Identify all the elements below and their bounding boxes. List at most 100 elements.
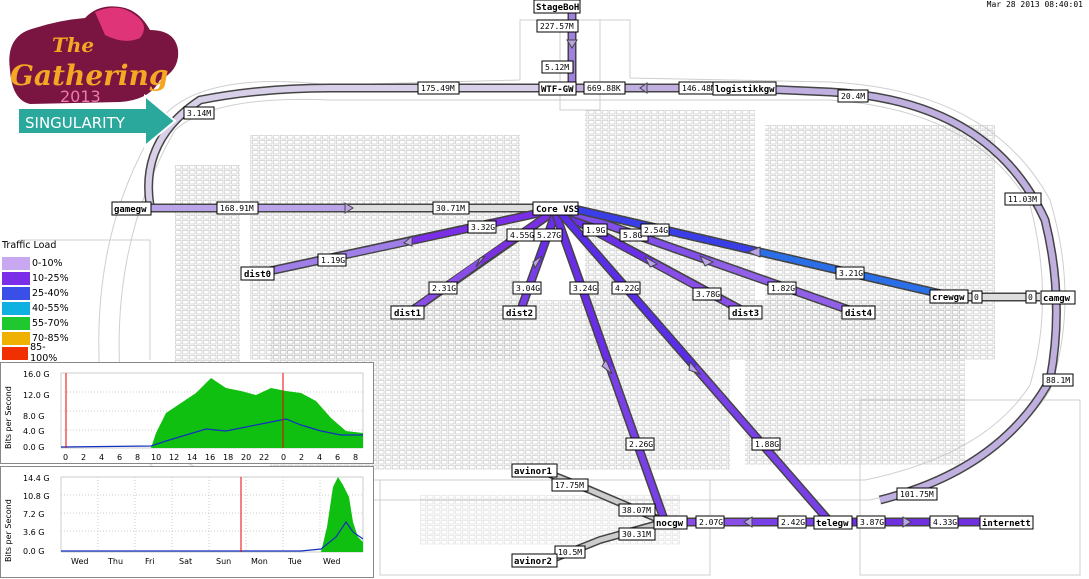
svg-text:3.21G: 3.21G (839, 269, 863, 278)
svg-text:2.42G: 2.42G (781, 518, 805, 527)
svg-text:dist3: dist3 (732, 308, 759, 319)
x-tick: Tue (287, 557, 302, 566)
legend-item: 40-55% (2, 301, 69, 315)
node-logistikkgw[interactable]: logistikkgw (712, 81, 777, 96)
svg-text:5.12M: 5.12M (545, 63, 569, 72)
link-label: 0 (971, 290, 983, 304)
link-label: 4.22G (611, 281, 641, 295)
x-tick: Fri (145, 557, 155, 566)
y-tick-labels: 16.0 G 12.0 G 8.0 G 4.0 G 0.0 G (23, 370, 50, 452)
x-tick: 12 (169, 453, 179, 462)
legend-swatch (2, 331, 30, 345)
svg-text:dist0: dist0 (244, 269, 271, 280)
link-label: 3.78G (692, 287, 722, 301)
link-label: 227.57M (536, 19, 579, 33)
svg-text:146.48M: 146.48M (682, 84, 716, 93)
link-label: 2.26G (625, 437, 655, 451)
x-tick: 14 (187, 453, 197, 462)
svg-text:4.55G: 4.55G (510, 231, 534, 240)
svg-text:1.19G: 1.19G (321, 256, 345, 265)
svg-text:5.27G: 5.27G (537, 231, 561, 240)
legend-swatch (2, 346, 29, 360)
node-camgw[interactable]: camgw (1040, 290, 1076, 305)
svg-text:3.24G: 3.24G (573, 284, 597, 293)
node-avinor1[interactable]: avinor1 (511, 463, 558, 478)
link-label: 4.33G (929, 515, 959, 529)
daily-out-line (60, 418, 363, 448)
svg-text:4.22G: 4.22G (615, 284, 639, 293)
node-wtfgw[interactable]: WTF-GW (538, 81, 577, 96)
svg-text:dist1: dist1 (394, 308, 421, 319)
link-label: 3.21G (835, 266, 865, 280)
y-tick: 4.0 G (23, 427, 44, 436)
legend-swatch (2, 256, 30, 270)
svg-text:crewgw: crewgw (932, 293, 965, 303)
x-tick: 4 (99, 453, 104, 462)
svg-text:2.54G: 2.54G (644, 226, 668, 235)
x-tick: 0 (281, 453, 286, 462)
node-dist1[interactable]: dist1 (390, 305, 425, 320)
logo-gathering: Gathering (10, 59, 168, 92)
svg-text:88.1M: 88.1M (1046, 376, 1070, 385)
x-tick: 4 (317, 453, 322, 462)
svg-text:17.75M: 17.75M (555, 481, 584, 490)
y-tick-labels: 14.4 G 10.8 G 7.2 G 3.6 G 0.0 G (23, 474, 50, 556)
node-dist0[interactable]: dist0 (240, 266, 275, 281)
svg-text:0: 0 (1028, 293, 1033, 302)
node-dist2[interactable]: dist2 (502, 305, 537, 320)
svg-text:669.88K: 669.88K (587, 84, 621, 93)
legend-title: Traffic Load (2, 240, 57, 251)
node-avinor2[interactable]: avinor2 (511, 553, 558, 568)
gridlines (61, 477, 363, 552)
node-corevss[interactable]: Core VSS (532, 201, 579, 216)
link-arrowheads (344, 39, 912, 528)
node-stageboh[interactable]: StageBoH (533, 0, 581, 14)
svg-text:101.75M: 101.75M (900, 490, 934, 499)
svg-text:38.07M: 38.07M (622, 506, 651, 515)
svg-text:StageBoH: StageBoH (536, 3, 579, 13)
svg-text:dist2: dist2 (506, 308, 533, 319)
weekly-out-line (61, 520, 364, 552)
x-tick: 18 (223, 453, 233, 462)
link-label: 3.32G (467, 220, 497, 234)
legend-item: 85-100% (2, 342, 70, 364)
link-label: 1.88G (751, 437, 781, 451)
node-internett[interactable]: internett (979, 515, 1034, 530)
y-tick: 12.0 G (23, 391, 50, 400)
link-label: 4.55G (506, 228, 536, 242)
y-axis-label: Bits per Second (4, 499, 13, 562)
x-tick: 16 (205, 453, 215, 462)
svg-text:gamegw: gamegw (114, 205, 147, 215)
svg-text:1.88G: 1.88G (755, 440, 779, 449)
node-dist3[interactable]: dist3 (728, 305, 763, 320)
svg-text:avinor2: avinor2 (514, 556, 552, 567)
node-telegw[interactable]: telegw (813, 515, 853, 530)
link-label: 669.88K (583, 81, 626, 95)
node-nocgw[interactable]: nocgw (653, 515, 688, 530)
link-labels: 227.57M 5.12M 175.49M 669.88K 146.48M 20… (183, 19, 1074, 559)
svg-text:telegw: telegw (816, 519, 849, 529)
node-gamegw[interactable]: gamegw (111, 201, 152, 216)
x-tick: Thu (107, 557, 123, 566)
weekly-traffic-graph[interactable]: Bits per Second 14.4 G 10.8 G 7.2 G 3.6 … (0, 466, 374, 578)
link-label: 5.27G (533, 228, 563, 242)
nodes: StageBoH WTF-GW logistikkgw gamegw Core … (111, 0, 1076, 568)
legend-swatch (2, 301, 30, 315)
legend-item: 55-70% (2, 316, 69, 330)
x-tick: Wed (323, 557, 340, 566)
svg-text:227.57M: 227.57M (540, 22, 574, 31)
daily-in-area (61, 378, 363, 448)
legend-item: 25-40% (2, 286, 69, 300)
x-tick: 0 (63, 453, 68, 462)
node-crewgw[interactable]: crewgw (929, 289, 969, 304)
y-tick: 14.4 G (23, 474, 50, 483)
svg-text:5.8G: 5.8G (623, 231, 642, 240)
svg-text:0: 0 (974, 293, 979, 302)
svg-text:2.26G: 2.26G (629, 440, 653, 449)
logo-year: 2013 (60, 87, 101, 106)
daily-traffic-graph[interactable]: Bits per Second 16.0 G 12.0 G 8.0 G 4.0 … (0, 362, 374, 464)
node-dist4[interactable]: dist4 (841, 305, 876, 320)
legend-swatch (2, 271, 30, 285)
